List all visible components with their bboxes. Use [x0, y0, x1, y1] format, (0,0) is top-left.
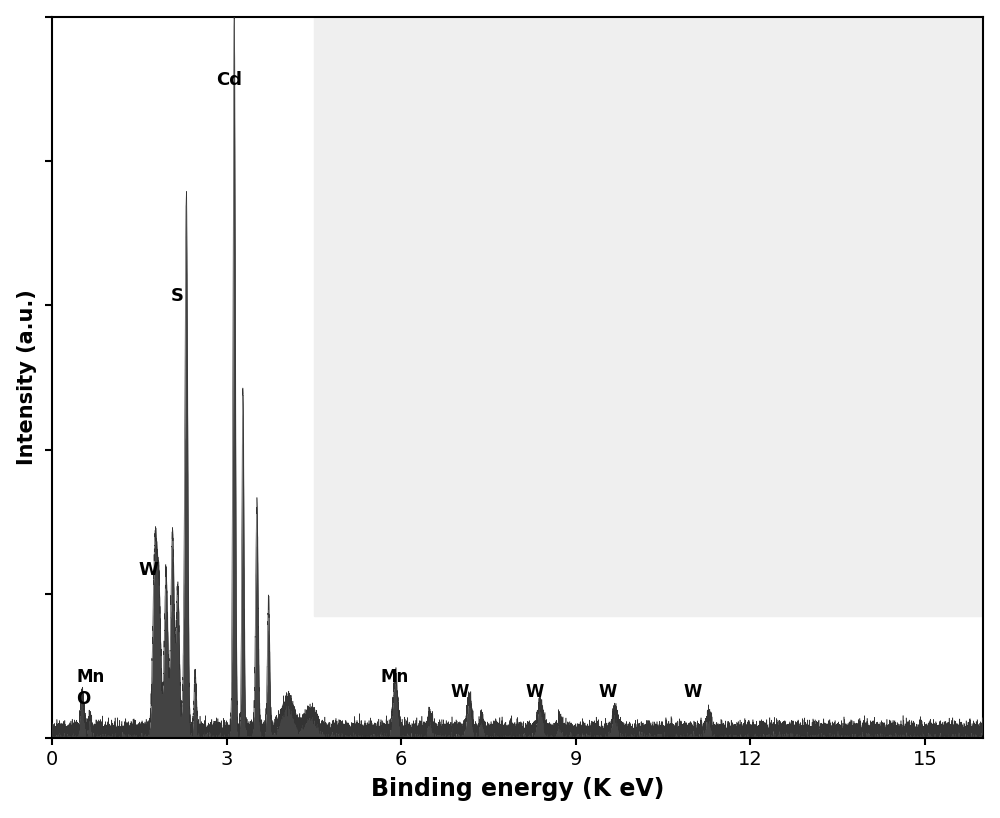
- Text: S: S: [171, 287, 184, 305]
- X-axis label: Binding energy (K eV): Binding energy (K eV): [371, 777, 664, 802]
- Text: Cd: Cd: [216, 71, 242, 89]
- Text: W: W: [683, 683, 701, 701]
- Text: W: W: [526, 683, 544, 701]
- Text: W: W: [599, 683, 617, 701]
- Y-axis label: Intensity (a.u.): Intensity (a.u.): [17, 290, 37, 465]
- Text: O: O: [76, 690, 91, 708]
- Text: Mn: Mn: [76, 668, 105, 686]
- Text: W: W: [450, 683, 469, 701]
- Bar: [314, 16, 983, 615]
- Text: Mn: Mn: [380, 668, 408, 686]
- Text: W: W: [138, 561, 158, 579]
